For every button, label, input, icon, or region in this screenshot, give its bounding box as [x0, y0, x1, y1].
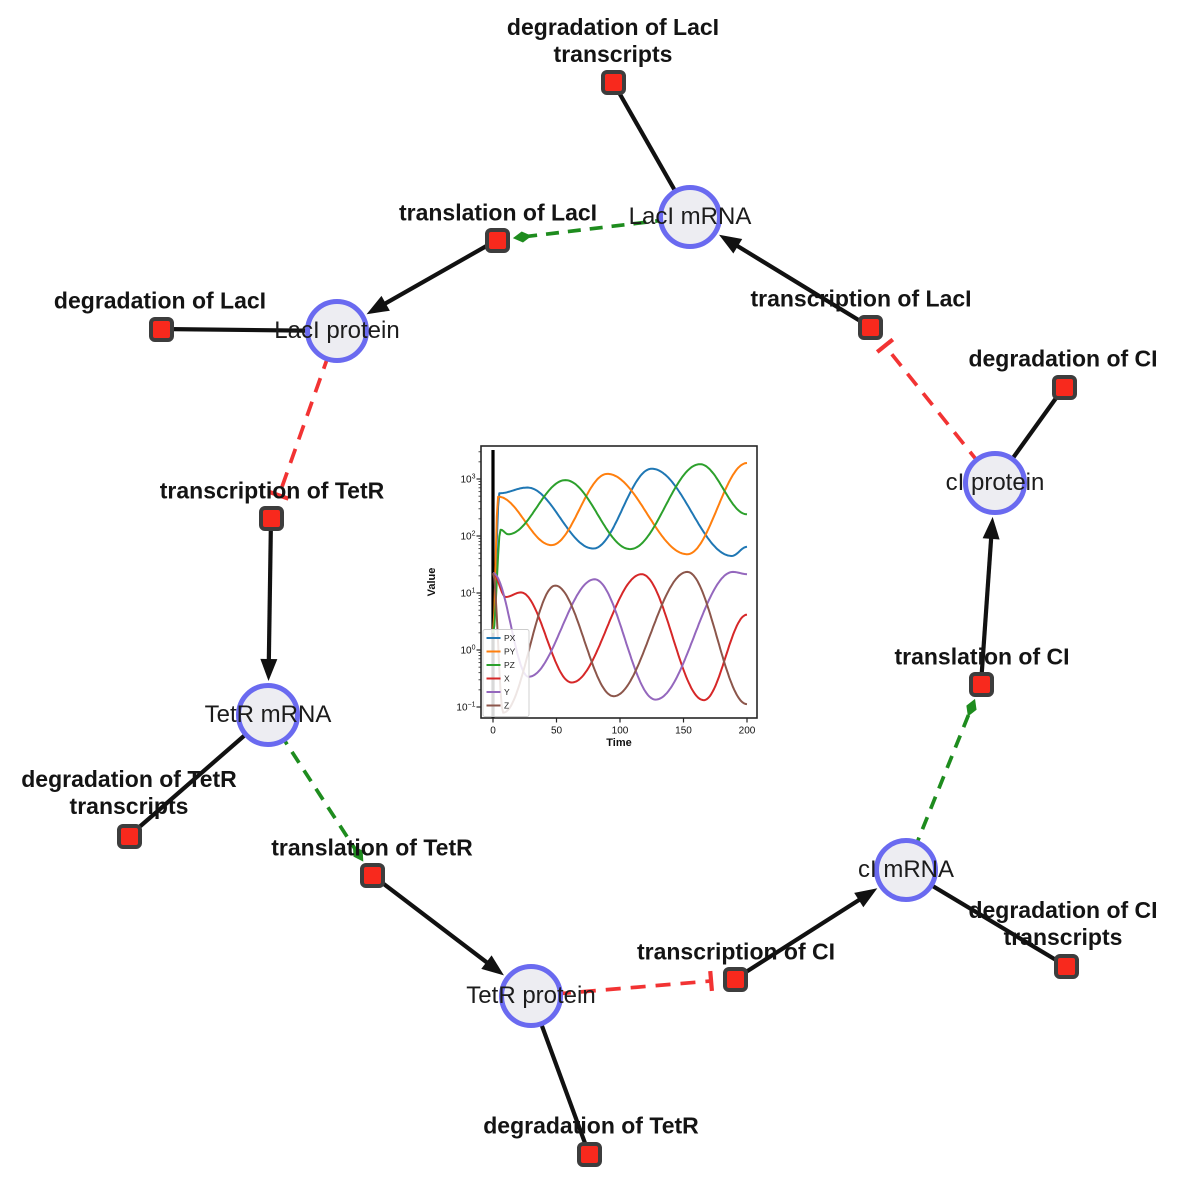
edge-transcription_ci-ci_mrna[interactable]	[733, 888, 878, 981]
species-node-laci_mrna[interactable]	[658, 185, 722, 249]
x-tick-label: 100	[612, 726, 629, 737]
y-tick-label: 10−1	[456, 702, 475, 714]
series-line-PY	[492, 462, 748, 633]
series-line-Z	[492, 570, 748, 714]
legend-entry-X: X	[504, 674, 510, 684]
species-node-ci_mrna[interactable]	[874, 838, 938, 902]
reaction-node-deg_ci[interactable]	[1051, 374, 1077, 400]
reaction-node-translation_laci[interactable]	[484, 227, 510, 253]
reaction-label-translation_tetr: translation of TetR	[271, 834, 473, 861]
reaction-node-deg_tetr[interactable]	[576, 1141, 602, 1167]
series-line-PX	[492, 467, 748, 633]
reaction-label-deg_tetr_tx: degradation of TetR transcripts	[21, 766, 237, 819]
time-series-plot-svg: 0 50 100 150 20010310210110010−1TimeValuePXP…	[426, 445, 758, 749]
reaction-label-transcription_tetr: transcription of TetR	[159, 477, 385, 504]
edge-transcription_laci-laci_mrna[interactable]	[719, 234, 872, 329]
legend-entry-PZ: PZ	[504, 660, 515, 670]
edge-translation_ci-ci_protein[interactable]	[978, 516, 1000, 685]
edge-translation_laci-laci_protein[interactable]	[366, 238, 499, 315]
y-tick-label: 101	[460, 588, 475, 600]
reaction-node-transcription_laci[interactable]	[857, 314, 883, 340]
reaction-label-deg_ci_tx: degradation of CI transcripts	[968, 897, 1158, 950]
series-line-PZ	[492, 463, 748, 634]
reaction-label-transcription_laci: transcription of LacI	[750, 285, 972, 312]
edge-translation_tetr-tetr_protein[interactable]	[370, 873, 504, 976]
edge-transcription_tetr-tetr_mrna[interactable]	[260, 517, 278, 682]
reaction-node-transcription_tetr[interactable]	[258, 505, 284, 531]
reaction-label-translation_laci: translation of LacI	[398, 199, 598, 226]
x-axis-title: Time	[606, 737, 631, 749]
series-line-Y	[492, 570, 748, 701]
species-label-laci_mrna: LacI mRNA	[628, 203, 752, 230]
plot-frame	[480, 445, 758, 719]
reaction-node-deg_ci_tx[interactable]	[1053, 953, 1079, 979]
species-node-tetr_protein[interactable]	[499, 964, 563, 1028]
species-label-laci_protein: LacI protein	[274, 317, 400, 344]
species-node-tetr_mrna[interactable]	[236, 683, 300, 747]
plot-legend: PX PY PZ XYZ	[482, 629, 530, 717]
reaction-label-deg_laci_tx: degradation of LacI transcripts	[506, 14, 720, 67]
reaction-label-deg_ci: degradation of CI	[968, 345, 1158, 372]
legend-entry-Y: Y	[504, 687, 510, 697]
reaction-node-transcription_ci[interactable]	[722, 966, 748, 992]
species-label-tetr_protein: TetR protein	[466, 982, 596, 1009]
reaction-label-deg_tetr: degradation of TetR	[483, 1112, 699, 1139]
reaction-label-deg_laci: degradation of LacI	[53, 287, 267, 314]
species-node-laci_protein[interactable]	[305, 299, 369, 363]
species-label-ci_protein: cI protein	[945, 469, 1045, 496]
reaction-node-deg_laci_tx[interactable]	[600, 69, 626, 95]
reaction-node-deg_tetr_tx[interactable]	[116, 823, 142, 849]
series-line-X	[492, 572, 748, 702]
x-tick-label: 150	[675, 726, 692, 737]
legend-entry-Z: Z	[504, 701, 509, 711]
y-tick-label: 102	[460, 531, 475, 543]
x-tick-label: 200	[739, 726, 756, 737]
y-tick-label: 103	[460, 474, 475, 486]
reaction-label-transcription_ci: transcription of CI	[636, 938, 836, 965]
reaction-node-deg_laci[interactable]	[148, 316, 174, 342]
species-label-tetr_mrna: TetR mRNA	[204, 701, 332, 728]
reaction-node-translation_ci[interactable]	[968, 671, 994, 697]
y-tick-label: 100	[460, 645, 475, 657]
species-label-ci_mrna: cI mRNA	[858, 856, 954, 883]
y-axis-title: Value	[426, 568, 438, 597]
legend-entry-PX: PX	[504, 633, 516, 643]
species-node-ci_protein[interactable]	[963, 451, 1027, 515]
legend-entry-PY: PY	[504, 647, 516, 657]
x-tick-label: 0	[490, 726, 496, 737]
time-series-plot: 0 50 100 150 200 103 102 101 100 10−1 Time Value PX P…	[425, 436, 770, 763]
reaction-node-translation_tetr[interactable]	[359, 862, 385, 888]
reaction-label-translation_ci: translation of CI	[894, 643, 1070, 670]
x-tick-label: 50	[551, 726, 563, 737]
